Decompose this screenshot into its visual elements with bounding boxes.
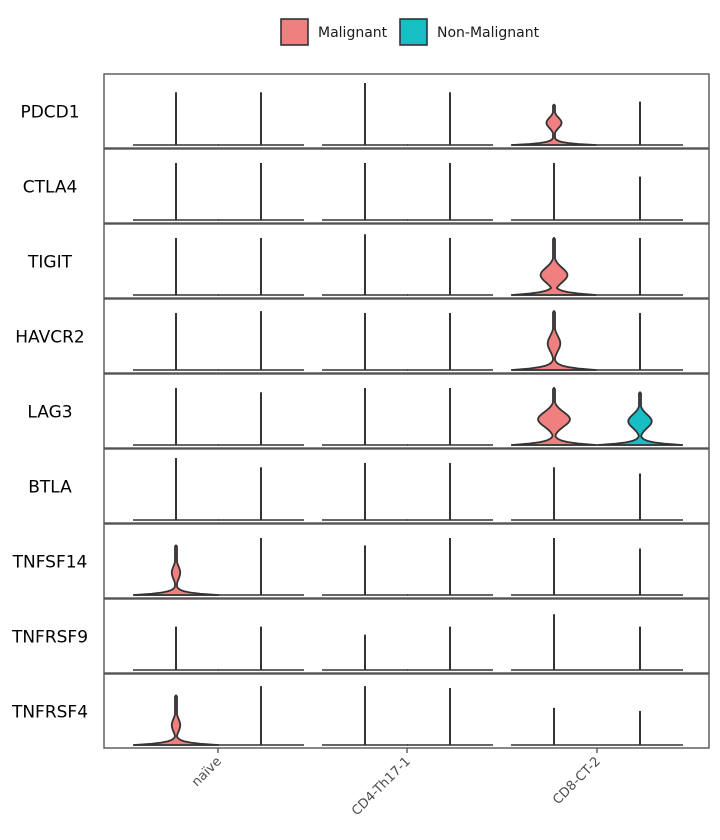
- gene-label-btla: BTLA: [28, 478, 72, 498]
- panel-border: [103, 523, 710, 599]
- legend-label-malignant: Malignant: [318, 25, 388, 41]
- panel-tigit: TIGIT: [27, 223, 710, 299]
- panel-tnfrsf4: TNFRSF4: [11, 673, 710, 749]
- violin-lag3-cd8-ct-2-non-malignant: [597, 391, 683, 446]
- gene-label-havcr2: HAVCR2: [15, 328, 84, 348]
- panel-border: [103, 148, 710, 224]
- gene-label-tnfsf14: TNFSF14: [12, 553, 88, 573]
- x-tick-label-cd8-ct-2: CD8-CT-2: [550, 754, 604, 808]
- panel-border: [103, 448, 710, 524]
- gene-label-pdcd1: PDCD1: [20, 103, 79, 123]
- panel-tnfrsf9: TNFRSF9: [11, 598, 710, 674]
- panel-lag3: LAG3: [27, 373, 710, 449]
- panel-border: [103, 373, 710, 449]
- x-tick-label-na-ve: naïve: [189, 754, 225, 790]
- violin-pdcd1-cd8-ct-2-malignant: [511, 103, 597, 146]
- violin-havcr2-cd8-ct-2-malignant: [511, 310, 597, 371]
- panel-ctla4: CTLA4: [23, 148, 710, 224]
- x-tick-label-cd4-th17-1: CD4-Th17-1: [349, 754, 414, 819]
- panel-btla: BTLA: [28, 448, 710, 524]
- legend-key-non-malignant: [399, 18, 428, 46]
- violin-tnfsf14-na-ve-malignant: [133, 544, 219, 596]
- panel-pdcd1: PDCD1: [20, 73, 710, 149]
- panel-border: [103, 223, 710, 299]
- panel-border: [103, 73, 710, 149]
- gene-label-ctla4: CTLA4: [23, 178, 78, 198]
- panels: PDCD1 CTLA4 TIGIT HAVCR2 LAG3 BTLA TNFSF14 TNFR…: [11, 73, 710, 749]
- gene-label-lag3: LAG3: [27, 403, 72, 423]
- legend: Malignant Non-Malignant: [280, 18, 540, 46]
- x-axis: naïve CD4-Th17-1 CD8-CT-2: [189, 748, 604, 819]
- panel-tnfsf14: TNFSF14: [12, 523, 710, 599]
- gene-label-tnfrsf4: TNFRSF4: [11, 703, 88, 723]
- panel-border: [103, 673, 710, 749]
- violin-tigit-cd8-ct-2-malignant: [511, 237, 597, 296]
- legend-key-malignant: [280, 18, 309, 46]
- panel-border: [103, 298, 710, 374]
- panel-border: [103, 598, 710, 674]
- gene-label-tnfrsf9: TNFRSF9: [11, 628, 88, 648]
- legend-label-non-malignant: Non-Malignant: [437, 25, 540, 41]
- gene-label-tigit: TIGIT: [27, 253, 73, 273]
- panel-havcr2: HAVCR2: [15, 298, 710, 374]
- violin-tnfrsf4-na-ve-malignant: [133, 694, 219, 746]
- violin-lag3-cd8-ct-2-malignant: [511, 387, 597, 446]
